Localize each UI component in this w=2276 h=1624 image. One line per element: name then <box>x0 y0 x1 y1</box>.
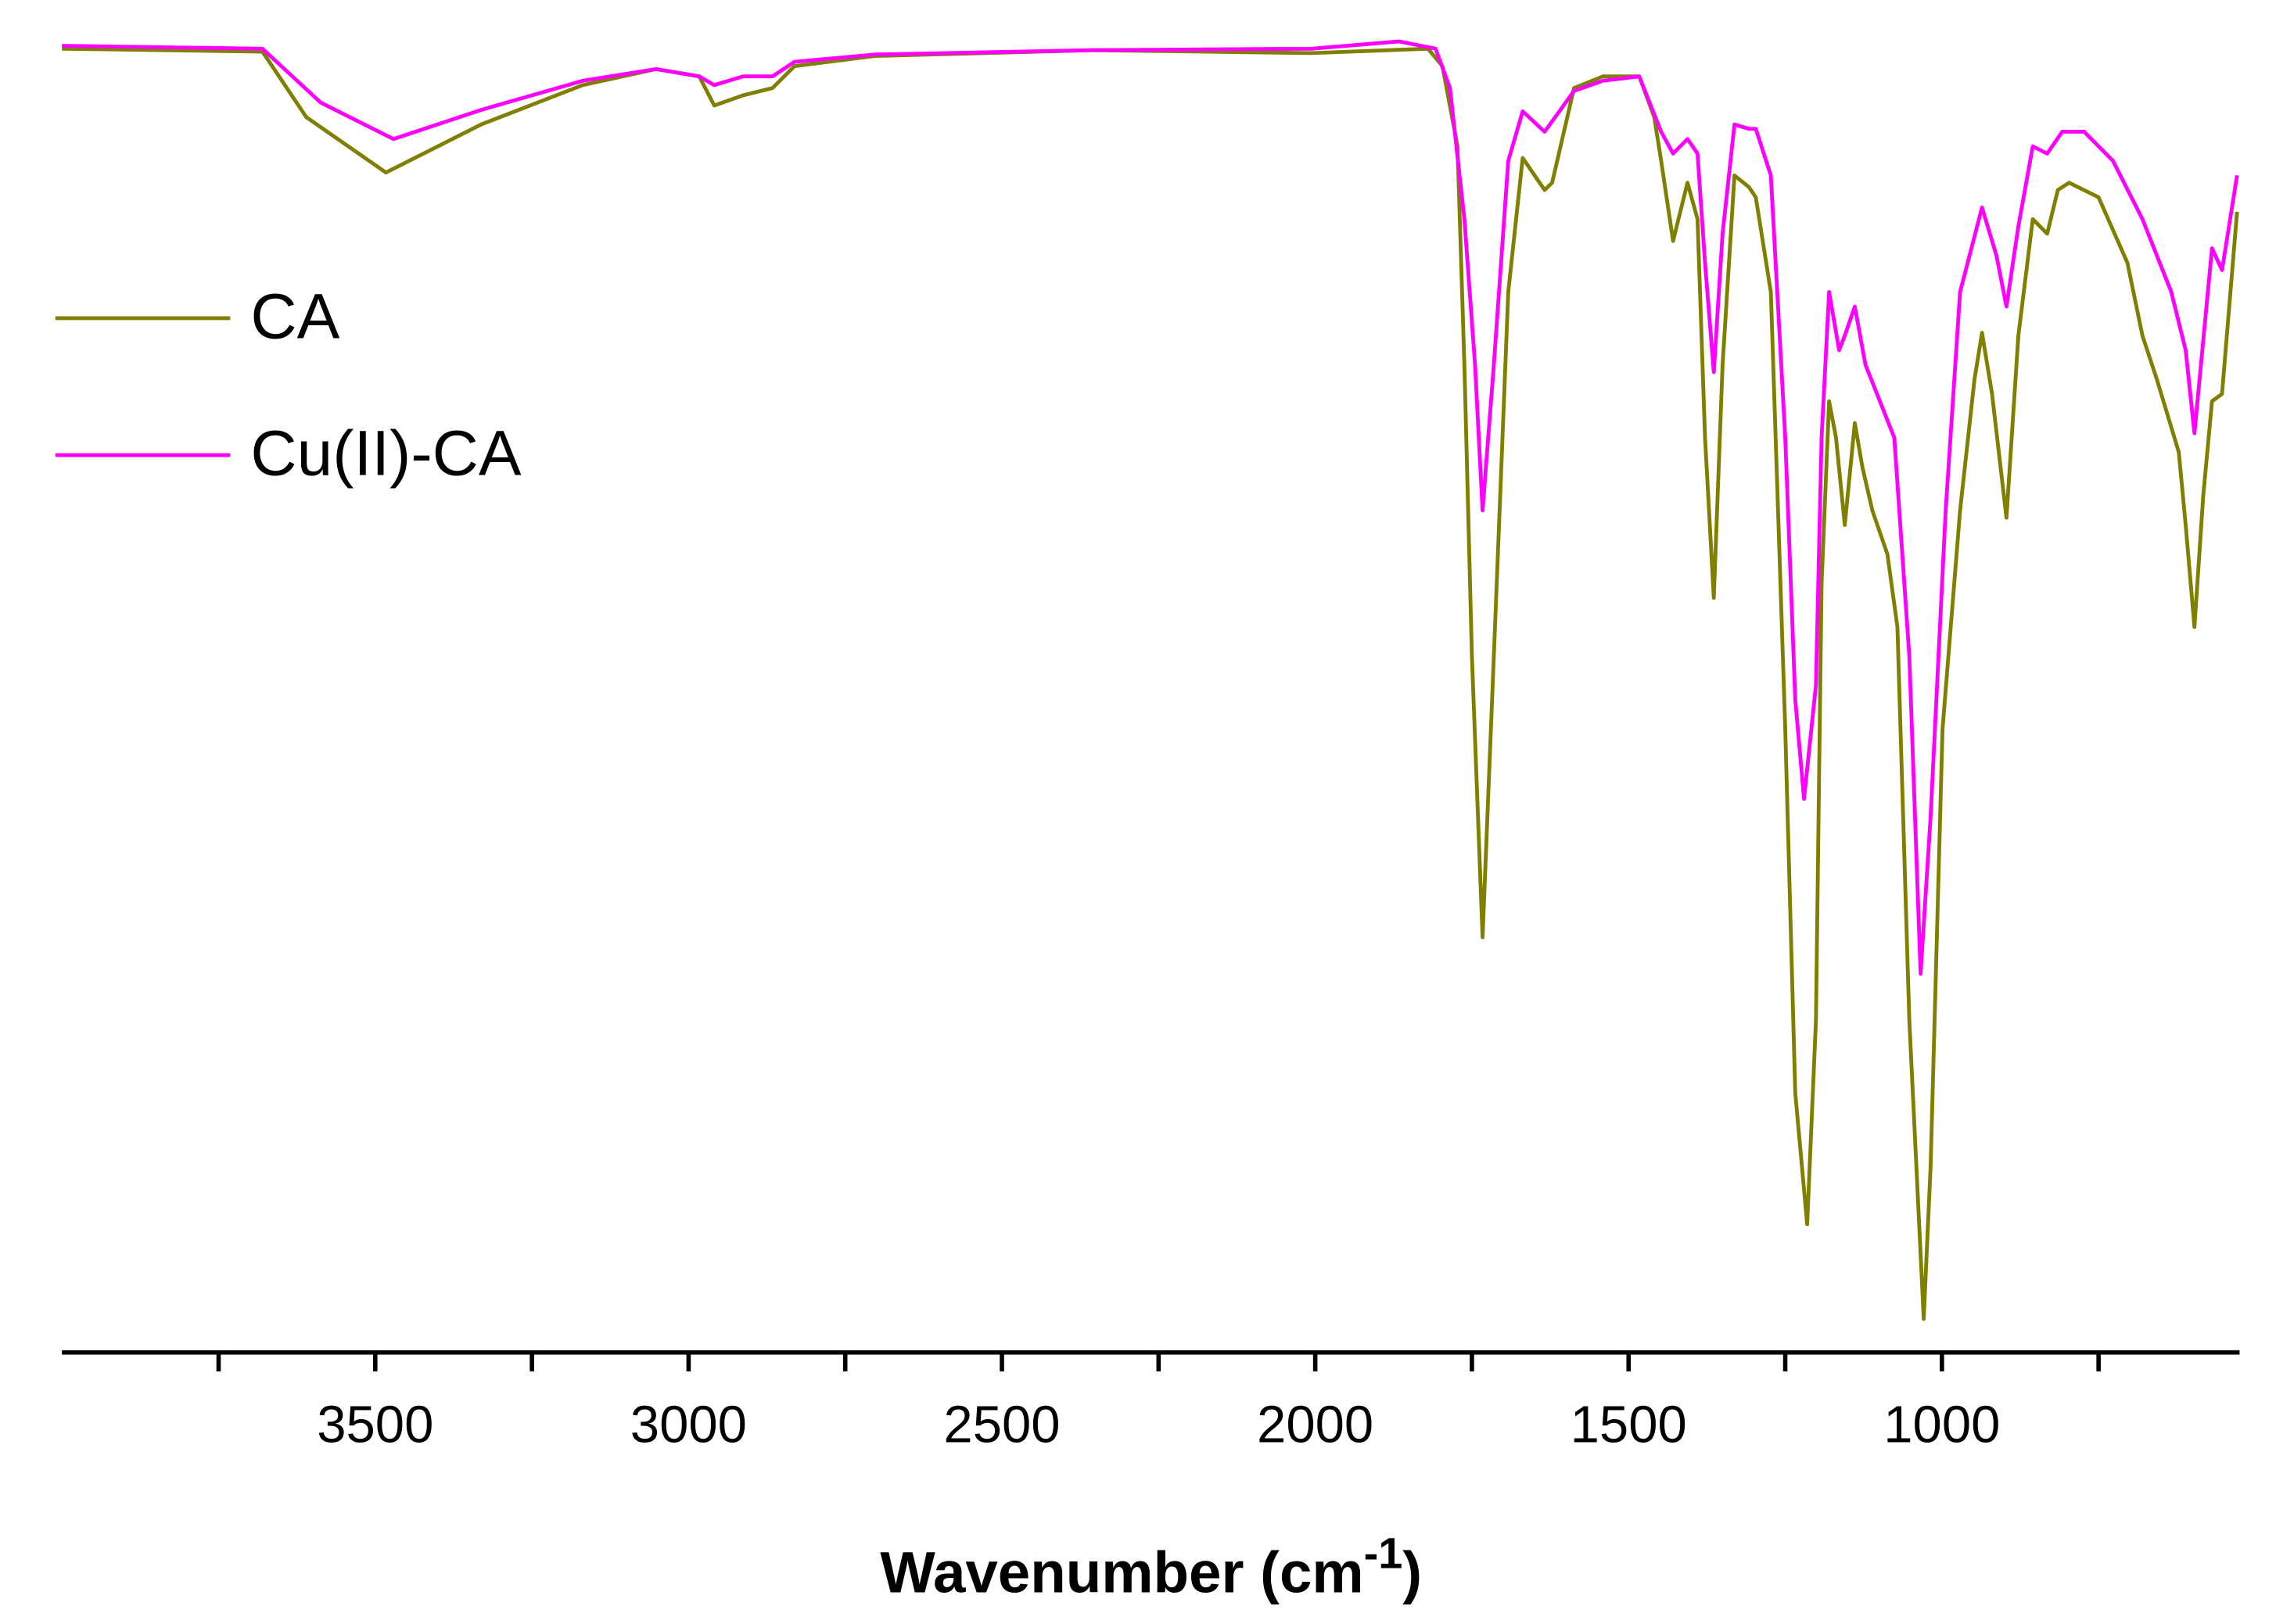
x-tick-label: 2500 <box>943 1395 1060 1454</box>
data-line <box>62 39 2239 976</box>
x-axis-title-text: Wavenumber (cm <box>880 1540 1363 1604</box>
x-tick-label: 2000 <box>1257 1395 1373 1454</box>
x-axis-title-end: ) <box>1402 1540 1422 1604</box>
legend-label: Cu(II)-CA <box>250 418 521 489</box>
x-tick-label: 1000 <box>1883 1395 2000 1454</box>
x-axis-title: Wavenumber (cm-1) <box>880 1528 1422 1604</box>
legend-label: CA <box>250 281 339 352</box>
x-tick-label: 3500 <box>317 1395 433 1454</box>
x-tick-label: 1500 <box>1571 1395 1687 1454</box>
x-tick-label: 3000 <box>630 1395 747 1454</box>
x-axis-title-sup: -1 <box>1364 1528 1403 1577</box>
